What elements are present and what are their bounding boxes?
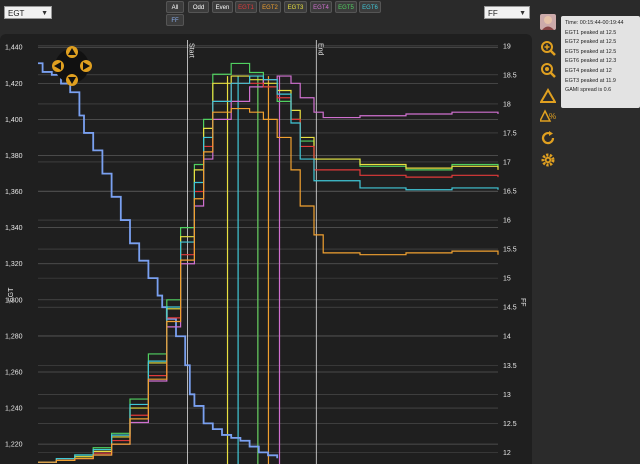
left-tick-label: 1,320 xyxy=(5,261,23,268)
right-axis-label: FF xyxy=(519,298,526,307)
info-line: EGT5 peaked at 12.5 xyxy=(565,48,617,55)
svg-text:%: % xyxy=(549,112,556,121)
pan-left-icon[interactable] xyxy=(54,62,61,70)
right-tick-label: 16 xyxy=(503,218,511,225)
ff-toggle-button[interactable]: FF xyxy=(166,14,184,26)
toolbar-button-egt1[interactable]: EGT1 xyxy=(235,1,257,13)
toolbar-button-even[interactable]: Even xyxy=(212,1,233,13)
left-tick-label: 1,400 xyxy=(5,117,23,124)
left-tick-label: 1,220 xyxy=(5,442,23,449)
left-axis-select[interactable]: EGT ▼ xyxy=(4,6,52,19)
toolbar-button-egt5[interactable]: EGT5 xyxy=(335,1,357,13)
settings-icon[interactable] xyxy=(540,152,556,168)
right-tick-label: 17.5 xyxy=(503,130,517,137)
right-tick-label: 14.5 xyxy=(503,305,517,312)
chart-panel: 1,220 1,240 1,260 1,280 1,300 1,320 1,340 1,360… xyxy=(0,34,532,464)
left-tick-label: 1,240 xyxy=(5,406,23,413)
toolbar-button-all[interactable]: All xyxy=(166,1,184,13)
pan-right-icon[interactable] xyxy=(83,62,90,70)
left-tick-label: 1,340 xyxy=(5,225,23,232)
left-tick-label: 1,380 xyxy=(5,153,23,160)
pan-control[interactable] xyxy=(52,46,92,86)
toolbar-button-egt4[interactable]: EGT4 xyxy=(310,1,332,13)
info-line: EGT3 peaked at 11.9 xyxy=(565,77,616,84)
toolbar-button-egt6[interactable]: EGT6 xyxy=(359,1,381,13)
right-tick-label: 19 xyxy=(503,43,511,50)
info-line: Time: 00:15:44-00:19:44 xyxy=(565,20,624,26)
right-tick-label: 14 xyxy=(503,334,511,341)
right-axis-select[interactable]: FF ▼ xyxy=(484,6,530,19)
series-ff-line xyxy=(38,62,279,459)
info-line: EGT4 peaked at 12 xyxy=(565,67,612,74)
right-tick-label: 15.5 xyxy=(503,247,517,254)
left-tick-label: 1,260 xyxy=(5,369,23,376)
delta-percent-icon[interactable]: % xyxy=(540,108,556,124)
series-egt2-line xyxy=(38,107,499,463)
start-marker-label: Start xyxy=(188,43,195,58)
delta-icon[interactable] xyxy=(540,88,556,104)
refresh-icon[interactable] xyxy=(540,130,556,146)
pan-down-icon[interactable] xyxy=(68,77,76,84)
right-tick-label: 13.5 xyxy=(503,363,517,370)
info-panel: Time: 00:15:44-00:19:44 EGT1 peaked at 12… xyxy=(561,16,640,108)
left-axis-select-value: EGT xyxy=(8,9,25,18)
left-axis-label: EGT xyxy=(8,287,15,302)
right-tick-label: 15 xyxy=(503,276,511,283)
chevron-down-icon: ▼ xyxy=(519,10,526,17)
pan-up-icon[interactable] xyxy=(68,48,76,55)
chevron-down-icon: ▼ xyxy=(41,10,48,17)
left-tick-label: 1,360 xyxy=(5,189,23,196)
right-tick-label: 12 xyxy=(503,450,511,457)
right-axis-select-value: FF xyxy=(488,9,498,18)
right-tick-label: 12.5 xyxy=(503,421,517,428)
right-tick-label: 13 xyxy=(503,392,511,399)
avatar[interactable] xyxy=(540,14,556,30)
pan-control-base xyxy=(55,49,89,83)
right-tick-label: 18 xyxy=(503,101,511,108)
toolbar-button-egt3[interactable]: EGT3 xyxy=(284,1,307,13)
info-line: EGT2 peaked at 12.5 xyxy=(565,39,617,46)
toolbar-button-odd[interactable]: Odd xyxy=(188,1,209,13)
toolbar-button-egt2[interactable]: EGT2 xyxy=(259,1,281,13)
egt-ff-chart: 1,220 1,240 1,260 1,280 1,300 1,320 1,340 1,360… xyxy=(5,40,526,464)
left-tick-label: 1,420 xyxy=(5,81,23,88)
end-marker-label: End xyxy=(316,43,323,56)
zoom-fit-icon[interactable] xyxy=(540,62,556,78)
left-tick-label: 1,300 xyxy=(5,297,23,304)
info-line: EGT6 peaked at 12.3 xyxy=(565,58,617,65)
left-tick-label: 1,440 xyxy=(5,45,23,52)
right-tick-label: 17 xyxy=(503,159,511,166)
right-tick-label: 16.5 xyxy=(503,189,517,196)
left-tick-label: 1,280 xyxy=(5,333,23,340)
right-tick-label: 18.5 xyxy=(503,72,517,79)
zoom-in-icon[interactable] xyxy=(540,40,556,56)
info-line: EGT1 peaked at 12.5 xyxy=(565,29,617,36)
info-line: GAMI spread is 0.6 xyxy=(565,87,612,94)
